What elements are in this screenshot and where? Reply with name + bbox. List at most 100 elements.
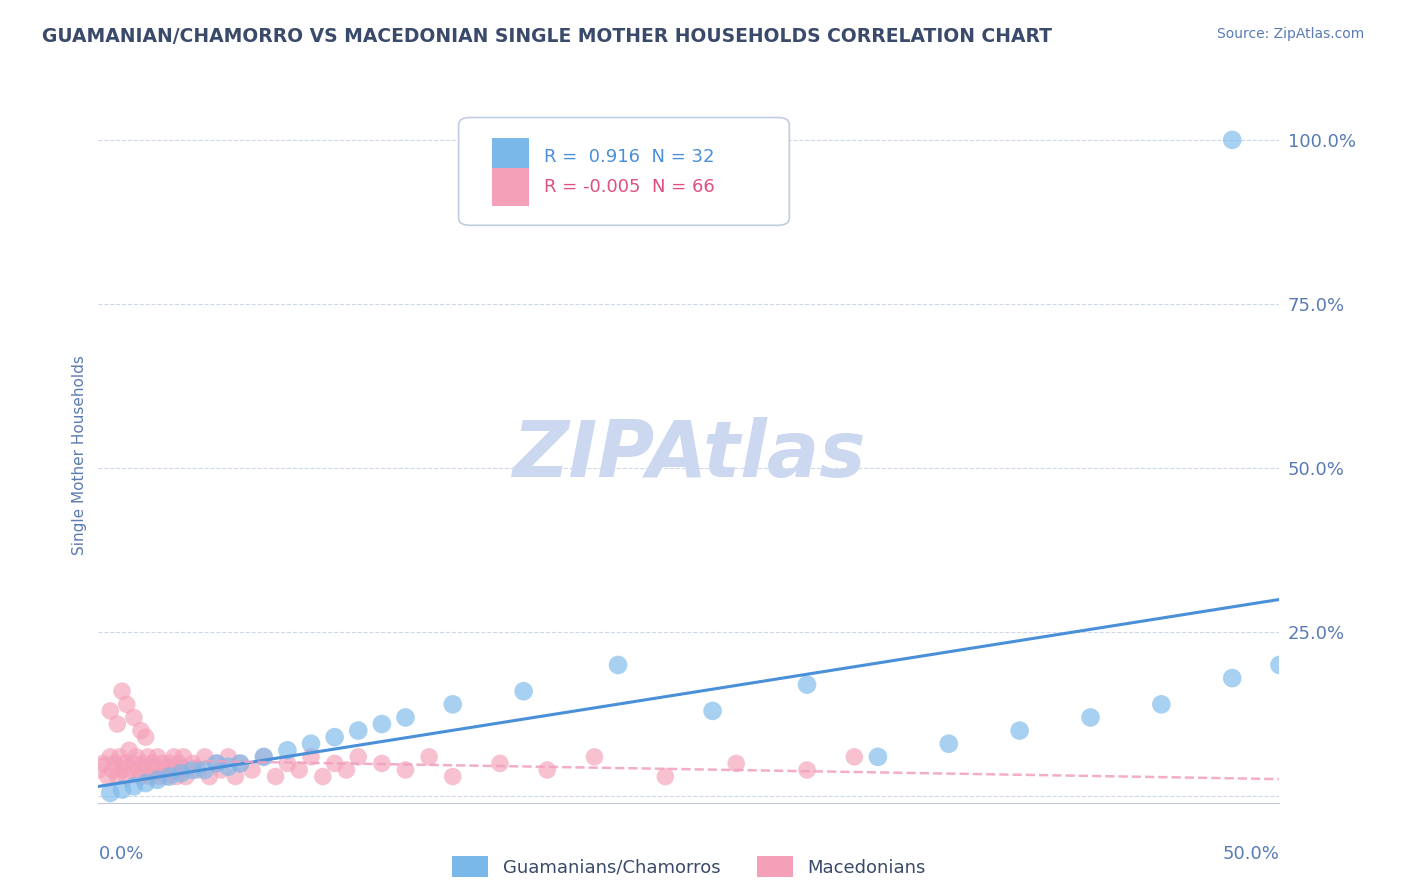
Point [163,749,186,764]
Point [583,749,606,764]
Point [187,763,209,777]
Point [264,770,287,784]
Point [347,749,370,764]
Point [172,749,194,764]
Point [98,749,121,764]
Point [288,763,311,777]
Point [160,763,183,777]
Point [122,780,145,794]
Point [371,717,394,731]
Point [170,763,193,777]
Point [121,763,143,777]
Point [796,678,818,692]
Text: R =  0.916  N = 32: R = 0.916 N = 32 [544,148,714,167]
Point [217,749,239,764]
Point [1268,657,1291,672]
Point [229,756,252,771]
Point [194,749,217,764]
Point [111,782,134,797]
Point [253,749,276,764]
Point [796,763,818,777]
Point [312,770,335,784]
Point [323,756,346,771]
Point [938,737,960,751]
Point [165,770,187,784]
Point [115,698,138,712]
Text: 50.0%: 50.0% [1223,845,1279,863]
Point [153,763,176,777]
Point [194,763,217,777]
Point [205,756,228,771]
Point [654,770,676,784]
Point [146,772,169,787]
Point [150,756,173,771]
Point [181,763,204,777]
Point [135,730,157,744]
Point [156,770,179,784]
Point [347,723,370,738]
Text: Source: ZipAtlas.com: Source: ZipAtlas.com [1216,27,1364,41]
Point [135,776,157,790]
Point [97,770,120,784]
Point [217,760,239,774]
Point [125,749,148,764]
Point [170,766,193,780]
Point [142,756,165,771]
Point [299,737,322,751]
Point [128,763,150,777]
Text: R = -0.005  N = 66: R = -0.005 N = 66 [544,178,714,195]
Point [181,756,204,771]
Point [512,684,534,698]
Point [108,749,131,764]
Point [209,763,232,777]
FancyBboxPatch shape [458,118,789,226]
Point [101,763,124,777]
FancyBboxPatch shape [492,168,530,206]
Point [136,749,159,764]
Point [441,698,464,712]
Point [276,743,298,757]
Point [129,723,152,738]
Point [335,763,357,777]
Point [91,756,114,771]
Point [844,749,866,764]
Text: GUAMANIAN/CHAMORRO VS MACEDONIAN SINGLE MOTHER HOUSEHOLDS CORRELATION CHART: GUAMANIAN/CHAMORRO VS MACEDONIAN SINGLE … [42,27,1052,45]
Point [1008,723,1031,738]
Point [394,710,416,724]
Point [139,770,162,784]
Point [371,756,394,771]
Point [489,756,512,771]
Point [146,749,169,764]
Point [394,763,416,777]
Point [441,770,464,784]
Point [143,763,166,777]
Point [198,770,221,784]
Point [167,756,190,771]
Point [135,763,157,777]
Point [111,763,134,777]
Point [276,756,298,771]
Point [129,770,152,784]
Point [224,770,246,784]
Point [98,704,121,718]
Point [1150,698,1173,712]
Point [240,763,263,777]
Point [157,756,180,771]
Point [1220,133,1243,147]
Point [1220,671,1243,685]
Point [104,756,127,771]
Text: ZIPAtlas: ZIPAtlas [512,417,866,493]
Text: 0.0%: 0.0% [98,845,143,863]
Point [105,770,128,784]
Point [725,756,748,771]
Point [866,749,889,764]
Point [118,743,141,757]
Point [115,770,138,784]
Point [702,704,724,718]
Point [122,710,145,724]
Point [112,756,135,771]
Y-axis label: Single Mother Households: Single Mother Households [72,355,87,555]
Point [205,756,228,771]
Point [299,749,322,764]
Point [105,717,128,731]
